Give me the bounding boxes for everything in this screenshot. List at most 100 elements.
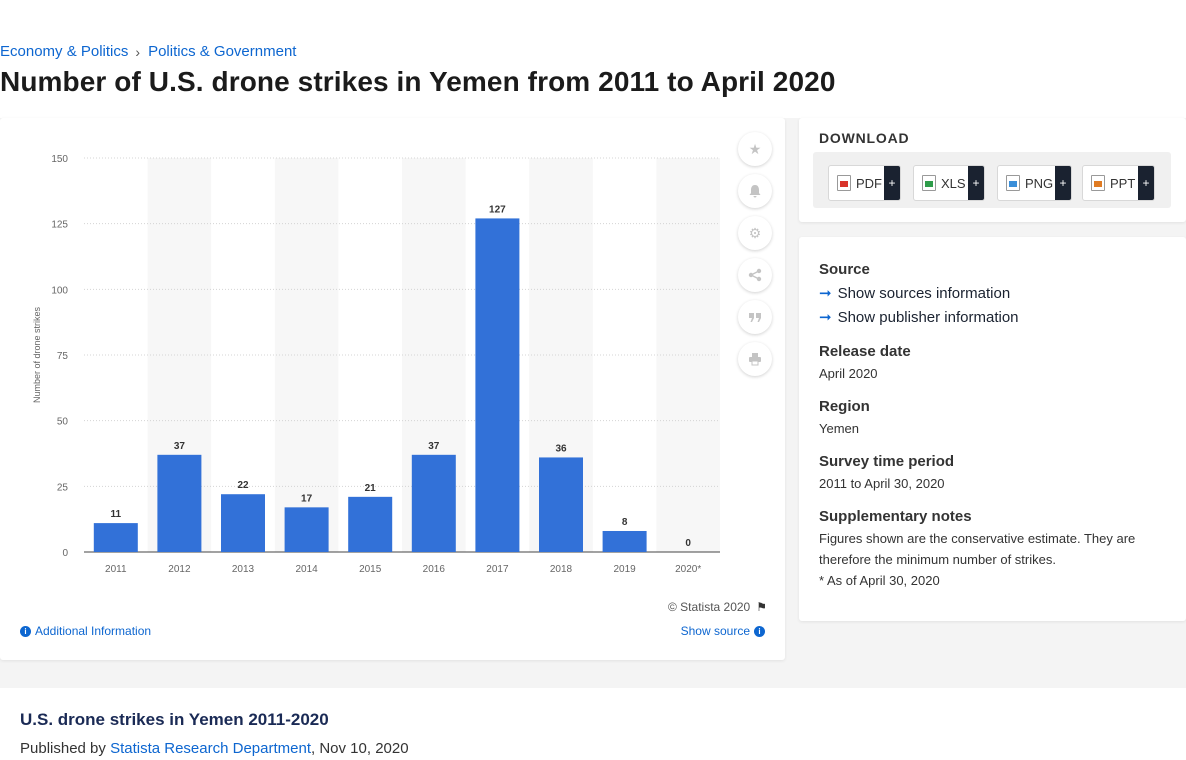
x-tick-label: 2014 — [295, 564, 318, 575]
x-tick-label: 2018 — [550, 564, 573, 575]
data-label: 37 — [174, 441, 186, 452]
published-info: Published by Statista Research Departmen… — [20, 740, 409, 757]
download-ppt-button[interactable]: PPT + — [1082, 165, 1155, 201]
header-band — [0, 0, 1186, 118]
show-source-link[interactable]: Show source i — [681, 624, 765, 638]
bar — [411, 454, 456, 552]
show-publisher-label: Show publisher information — [837, 308, 1019, 326]
bar — [475, 218, 520, 552]
bar — [539, 457, 583, 552]
x-tick-label: 2020* — [675, 564, 701, 575]
region-value: Yemen — [819, 421, 859, 436]
bar — [93, 523, 138, 552]
breadcrumb-item-politics[interactable]: Politics & Government — [148, 43, 297, 60]
png-file-icon — [1006, 175, 1020, 191]
chart-band — [656, 158, 720, 552]
download-pdf-button[interactable]: PDF + — [828, 165, 901, 201]
show-sources-label: Show sources information — [837, 284, 1011, 302]
release-date-label: Release date — [819, 343, 911, 360]
chart-card: 0 25 50 75 100 125 150 Number of drone strikes 1… — [0, 118, 785, 660]
breadcrumb-item-economy[interactable]: Economy & Politics — [0, 43, 129, 60]
ppt-file-icon — [1091, 175, 1105, 191]
show-publisher-link[interactable]: ➞ Show publisher information — [819, 308, 1019, 327]
info-icon: i — [754, 625, 765, 637]
download-xls-label: XLS — [941, 175, 966, 191]
plus-icon[interactable]: + — [968, 166, 984, 200]
breadcrumb-separator: › — [135, 43, 141, 60]
additional-information-link[interactable]: i Additional Information — [20, 624, 151, 638]
download-png-label: PNG — [1025, 175, 1054, 191]
y-tick-label: 150 — [51, 154, 68, 165]
download-panel: DOWNLOAD PDF + XLS + PNG + PPT + — [799, 118, 1186, 222]
source-label: Source — [819, 261, 870, 278]
show-sources-link[interactable]: ➞ Show sources information — [819, 284, 1011, 303]
download-pdf-label: PDF — [856, 175, 882, 191]
bell-icon[interactable] — [738, 174, 772, 208]
y-tick-label: 25 — [57, 482, 69, 493]
release-date-value: April 2020 — [819, 366, 878, 381]
data-label: 22 — [237, 480, 249, 491]
additional-information-label: Additional Information — [35, 624, 152, 638]
y-tick-label: 125 — [51, 220, 68, 231]
x-tick-label: 2013 — [232, 564, 255, 575]
plus-icon[interactable]: + — [884, 166, 900, 200]
arrow-right-icon: ➞ — [819, 309, 832, 326]
print-icon[interactable] — [738, 342, 772, 376]
copyright-text: © Statista 2020 — [668, 600, 751, 614]
supplementary-notes-label: Supplementary notes — [819, 508, 972, 525]
download-buttons: PDF + XLS + PNG + PPT + — [813, 152, 1171, 208]
bar — [284, 507, 329, 552]
published-by-label: Published by — [20, 740, 111, 757]
bar — [602, 530, 647, 552]
article-summary: U.S. drone strikes in Yemen 2011-2020 Pu… — [0, 688, 1186, 760]
download-title: DOWNLOAD — [819, 130, 910, 146]
x-tick-label: 2016 — [423, 564, 446, 575]
plus-icon[interactable]: + — [1138, 166, 1154, 200]
plus-icon[interactable]: + — [1055, 166, 1071, 200]
quote-icon[interactable] — [738, 300, 772, 334]
published-date: , Nov 10, 2020 — [311, 740, 409, 757]
y-tick-label: 0 — [62, 548, 68, 559]
publisher-link[interactable]: Statista Research Department — [110, 740, 311, 757]
pdf-file-icon — [837, 175, 851, 191]
supplementary-notes-text: Figures shown are the conservative estim… — [819, 531, 1136, 567]
download-png-button[interactable]: PNG + — [997, 165, 1072, 201]
data-label: 11 — [111, 509, 122, 520]
data-label: 37 — [428, 441, 440, 452]
y-tick-label: 100 — [51, 285, 68, 296]
download-ppt-label: PPT — [1110, 175, 1136, 191]
arrow-right-icon: ➞ — [819, 285, 832, 302]
x-tick-label: 2011 — [105, 564, 127, 575]
data-label: 8 — [622, 517, 628, 528]
y-tick-label: 75 — [57, 351, 69, 362]
x-tick-label: 2019 — [613, 564, 636, 575]
gear-icon[interactable]: ⚙ — [738, 216, 772, 250]
article-title: U.S. drone strikes in Yemen 2011-2020 — [20, 710, 329, 729]
supplementary-notes-footnote: * As of April 30, 2020 — [819, 573, 940, 588]
star-icon[interactable]: ★ — [738, 132, 772, 166]
statistic-info-panel: Source ➞ Show sources information ➞ Show… — [799, 237, 1186, 621]
bar-chart: 0 25 50 75 100 125 150 Number of drone strikes 1… — [32, 154, 720, 575]
y-axis-label: Number of drone strikes — [32, 306, 42, 403]
flag-icon[interactable]: ⚑ — [756, 600, 767, 614]
x-tick-label: 2015 — [359, 564, 382, 575]
download-xls-button[interactable]: XLS + — [913, 165, 985, 201]
data-label: 21 — [365, 483, 377, 494]
info-icon: i — [20, 625, 31, 637]
data-label: 36 — [555, 443, 567, 454]
share-icon[interactable] — [738, 258, 772, 292]
data-label: 0 — [685, 538, 691, 549]
bar — [221, 494, 265, 552]
survey-period-value: 2011 to April 30, 2020 — [819, 476, 945, 491]
data-label: 127 — [489, 204, 506, 215]
bar — [157, 454, 202, 552]
chart-copyright: © Statista 2020 ⚑ — [668, 600, 767, 614]
breadcrumb: Economy & Politics › Politics & Governme… — [0, 43, 296, 60]
page-title: Number of U.S. drone strikes in Yemen fr… — [0, 66, 836, 97]
survey-period-label: Survey time period — [819, 453, 955, 470]
region-label: Region — [819, 398, 870, 415]
x-tick-label: 2012 — [168, 564, 191, 575]
y-tick-label: 50 — [57, 417, 69, 428]
chart-tools: ★ ⚙ — [738, 132, 772, 384]
xls-file-icon — [922, 175, 936, 191]
